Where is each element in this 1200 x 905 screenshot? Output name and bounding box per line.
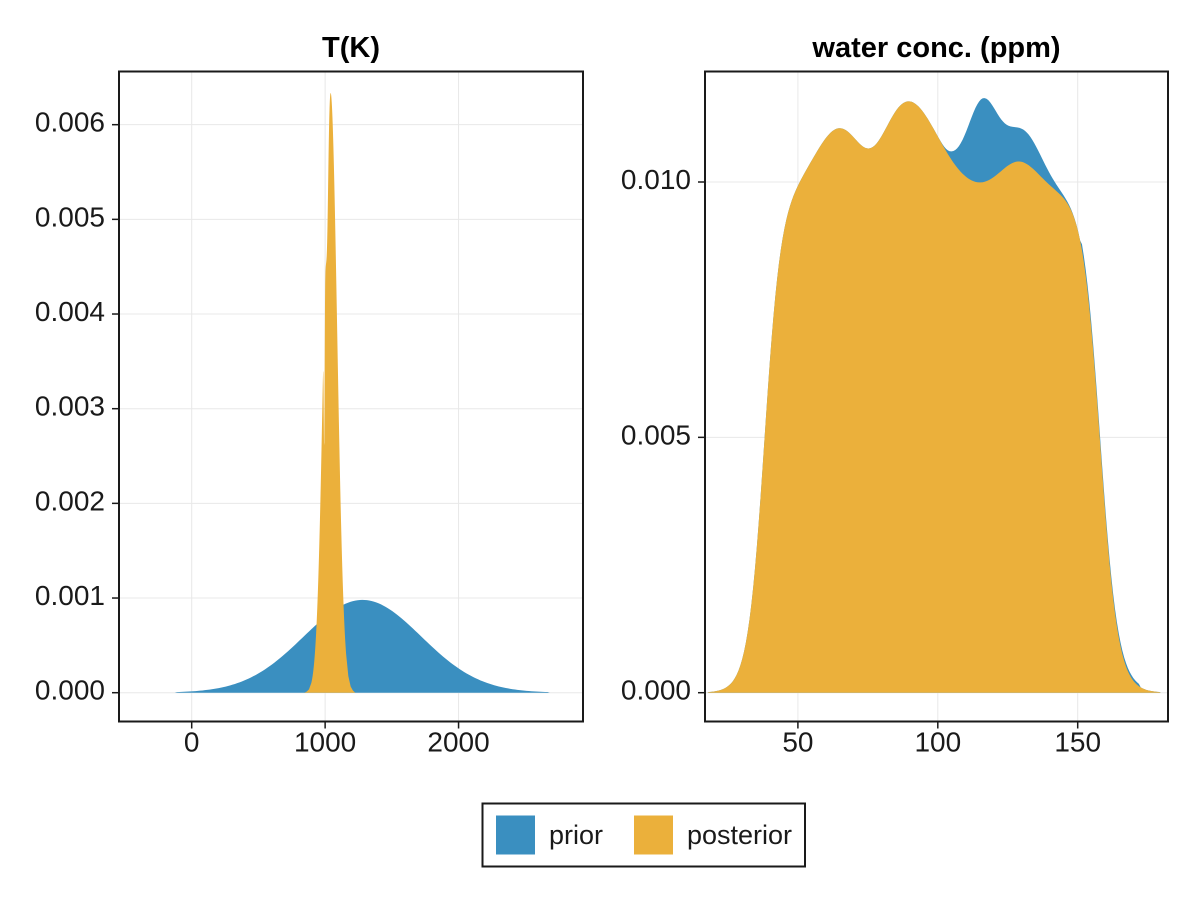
svg-text:0.000: 0.000 [35,675,105,706]
svg-text:0.002: 0.002 [35,485,105,516]
svg-text:0: 0 [184,727,200,758]
svg-text:water conc. (ppm): water conc. (ppm) [811,32,1060,64]
svg-text:0.003: 0.003 [35,391,105,422]
svg-text:2000: 2000 [427,727,489,758]
svg-text:50: 50 [782,727,813,758]
svg-text:T(K): T(K) [322,32,380,64]
svg-text:0.010: 0.010 [621,164,691,195]
svg-text:0.006: 0.006 [35,107,105,138]
svg-text:prior: prior [549,820,603,850]
svg-text:posterior: posterior [687,820,792,850]
svg-text:0.005: 0.005 [621,419,691,450]
svg-text:0.000: 0.000 [621,675,691,706]
svg-text:100: 100 [914,727,961,758]
svg-text:0.004: 0.004 [35,296,105,327]
svg-text:150: 150 [1054,727,1101,758]
svg-text:1000: 1000 [294,727,356,758]
svg-text:0.001: 0.001 [35,580,105,611]
svg-text:0.005: 0.005 [35,201,105,232]
